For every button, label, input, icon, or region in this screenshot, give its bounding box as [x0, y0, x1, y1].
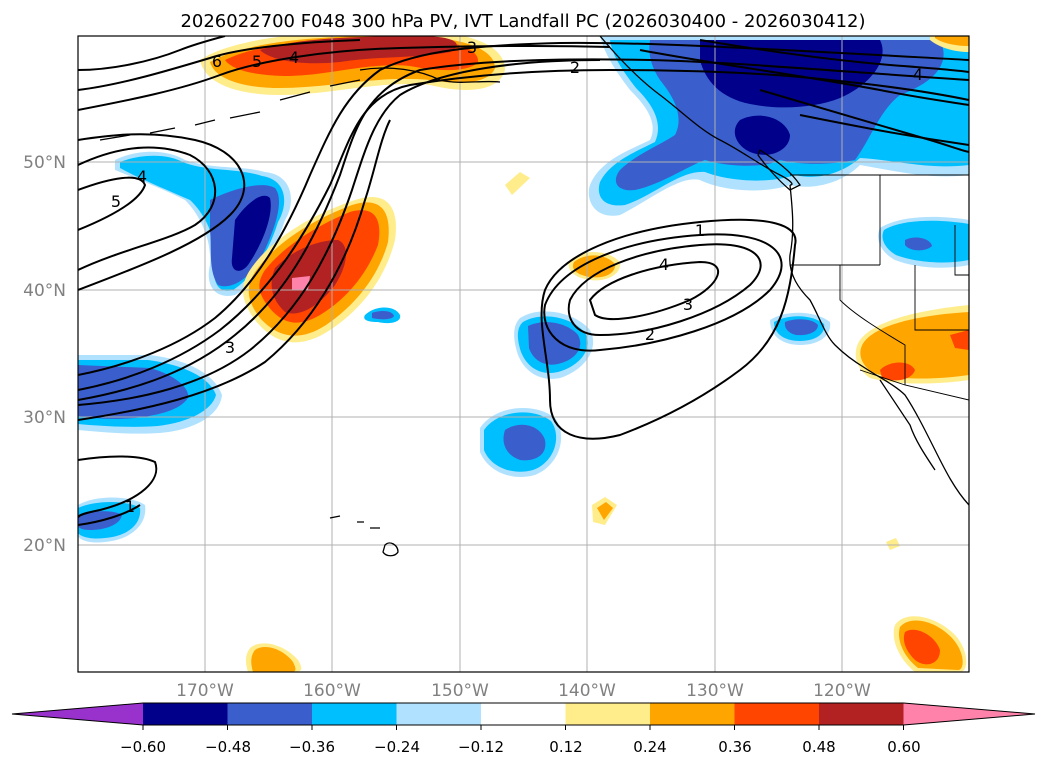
svg-text:3: 3 — [683, 295, 693, 314]
colorbar-segment — [481, 703, 566, 725]
contour-labels: 6 5 4 3 2 4 4 5 1 4 3 2 3 1 — [111, 38, 923, 516]
svg-text:1: 1 — [125, 497, 135, 516]
colorbar-segment — [396, 703, 482, 725]
colorbar-extend-high — [903, 703, 1035, 725]
svg-text:4: 4 — [289, 48, 299, 67]
coastlines — [99, 36, 969, 557]
svg-text:0.48: 0.48 — [802, 738, 835, 756]
svg-text:2: 2 — [570, 58, 580, 77]
colorbar-extend-low — [12, 703, 143, 725]
map-frame — [77, 35, 970, 673]
svg-text:3: 3 — [225, 338, 235, 357]
svg-text:−0.12: −0.12 — [458, 738, 504, 756]
svg-text:0.60: 0.60 — [887, 738, 920, 756]
ivt-contours — [78, 36, 969, 526]
svg-text:130°W: 130°W — [686, 681, 744, 701]
svg-text:4: 4 — [913, 65, 923, 84]
longitude-labels: 170°W 160°W 150°W 140°W 130°W 120°W — [176, 681, 871, 701]
map-title: 2026022700 F048 300 hPa PV, IVT Landfall… — [180, 11, 865, 32]
svg-text:5: 5 — [111, 192, 121, 211]
colorbar-segment — [819, 703, 904, 725]
svg-text:0.24: 0.24 — [633, 738, 666, 756]
colorbar-segment — [565, 703, 651, 725]
colorbar-tick-labels: −0.60 −0.48 −0.36 −0.24 −0.12 0.12 0.24 … — [120, 738, 921, 756]
svg-text:170°W: 170°W — [176, 681, 234, 701]
svg-text:2: 2 — [645, 325, 655, 344]
svg-text:0.12: 0.12 — [549, 738, 582, 756]
svg-text:140°W: 140°W — [558, 681, 616, 701]
svg-text:40°N: 40°N — [23, 281, 66, 301]
svg-text:20°N: 20°N — [23, 536, 66, 556]
svg-text:150°W: 150°W — [431, 681, 489, 701]
svg-text:5: 5 — [252, 52, 262, 71]
colorbar-segment — [227, 703, 313, 725]
colorbar-segment — [143, 703, 228, 725]
svg-text:4: 4 — [137, 167, 147, 186]
svg-text:−0.60: −0.60 — [120, 738, 166, 756]
svg-text:160°W: 160°W — [303, 681, 361, 701]
svg-text:3: 3 — [467, 38, 477, 57]
svg-text:30°N: 30°N — [23, 408, 66, 428]
svg-text:120°W: 120°W — [813, 681, 871, 701]
svg-text:0.36: 0.36 — [718, 738, 751, 756]
svg-text:4: 4 — [659, 255, 669, 274]
svg-text:50°N: 50°N — [23, 153, 66, 173]
colorbar-segment — [650, 703, 735, 725]
pv-shading — [78, 36, 969, 672]
latitude-labels: 50°N 40°N 30°N 20°N — [23, 153, 66, 556]
colorbar-segment — [312, 703, 397, 725]
colorbar-segment — [734, 703, 820, 725]
borders — [790, 174, 969, 401]
map-panel: 6 5 4 3 2 4 4 5 1 4 3 2 3 1 — [77, 35, 970, 673]
svg-text:6: 6 — [212, 52, 222, 71]
svg-text:1: 1 — [695, 221, 705, 240]
svg-text:−0.24: −0.24 — [374, 738, 420, 756]
graticule — [78, 36, 969, 672]
svg-text:−0.48: −0.48 — [205, 738, 251, 756]
colorbar — [11, 702, 1036, 730]
svg-text:−0.36: −0.36 — [289, 738, 335, 756]
